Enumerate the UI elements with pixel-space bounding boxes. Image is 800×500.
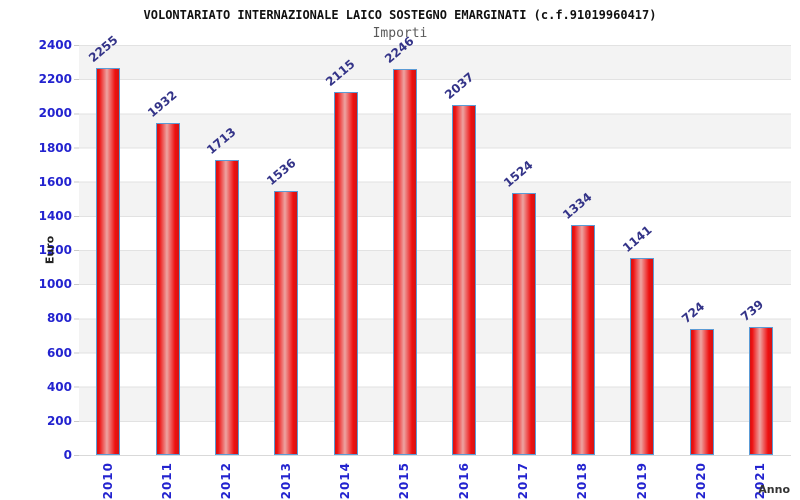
y-tick-label: 2400 <box>38 38 72 52</box>
y-tick-label: 600 <box>46 345 72 360</box>
bar-value-label: 739 <box>738 296 767 324</box>
bar-value-label: 1141 <box>619 222 655 256</box>
y-tick-label: 0 <box>63 448 72 462</box>
chart-subtitle: Importi <box>372 26 428 41</box>
y-tick-label: 800 <box>46 311 72 326</box>
y-tick-label: 1200 <box>38 243 72 257</box>
x-tick-label: 2018 <box>575 462 590 500</box>
bar-2020 <box>689 329 714 455</box>
bar-value-label: 1932 <box>145 87 180 120</box>
bar-2011 <box>155 122 180 455</box>
x-tick-label: 2013 <box>278 462 293 500</box>
y-tick-label: 400 <box>46 379 72 394</box>
x-tick-label: 2012 <box>219 462 234 500</box>
y-axis-title: Euro <box>43 235 57 265</box>
x-tick-label: 2017 <box>516 462 530 500</box>
y-axis-tick-marks <box>74 45 79 456</box>
bar-2019 <box>630 258 655 455</box>
bar-2014 <box>333 91 358 455</box>
bar-value-label: 1524 <box>501 157 536 190</box>
y-tick-label: 1000 <box>38 277 72 292</box>
chart-title: VOLONTARIATO INTERNAZIONALE LAICO SOSTEG… <box>143 8 657 22</box>
plot-area: 2255 1932 1713 1536 2115 2246 2037 1524 1334 1141… <box>79 33 791 456</box>
bar-2017 <box>511 192 536 455</box>
x-tick-label: 2020 <box>694 462 708 500</box>
bar-2021 <box>748 326 773 455</box>
x-tick-label: 2010 <box>100 462 115 500</box>
bar-value-label: 2037 <box>441 69 477 103</box>
x-axis-title: Anno <box>758 483 790 496</box>
bar-2013 <box>274 190 299 455</box>
bar-value-label: 724 <box>679 299 708 327</box>
bar-value-label: 1713 <box>204 125 239 158</box>
bar-2018 <box>570 225 595 455</box>
y-tick-label: 1800 <box>38 140 72 155</box>
bar-2010 <box>96 67 121 455</box>
bar-value-label: 2115 <box>323 56 358 89</box>
y-tick-label: 1400 <box>38 208 72 223</box>
bar-value-label: 1334 <box>560 189 595 223</box>
y-tick-label: 200 <box>46 413 72 428</box>
y-tick-label: 2200 <box>38 72 72 87</box>
x-tick-label: 2011 <box>160 462 174 500</box>
x-tick-label: 2019 <box>634 462 649 500</box>
x-tick-label: 2014 <box>338 462 352 500</box>
bar-value-label: 1536 <box>263 155 299 188</box>
x-tick-label: 2015 <box>397 462 412 500</box>
y-tick-label: 1600 <box>38 174 72 189</box>
bar-2015 <box>392 69 417 455</box>
y-tick-label: 2000 <box>38 106 72 121</box>
bar-2016 <box>452 105 477 455</box>
bar-2012 <box>214 160 239 455</box>
x-tick-label: 2016 <box>456 462 471 500</box>
